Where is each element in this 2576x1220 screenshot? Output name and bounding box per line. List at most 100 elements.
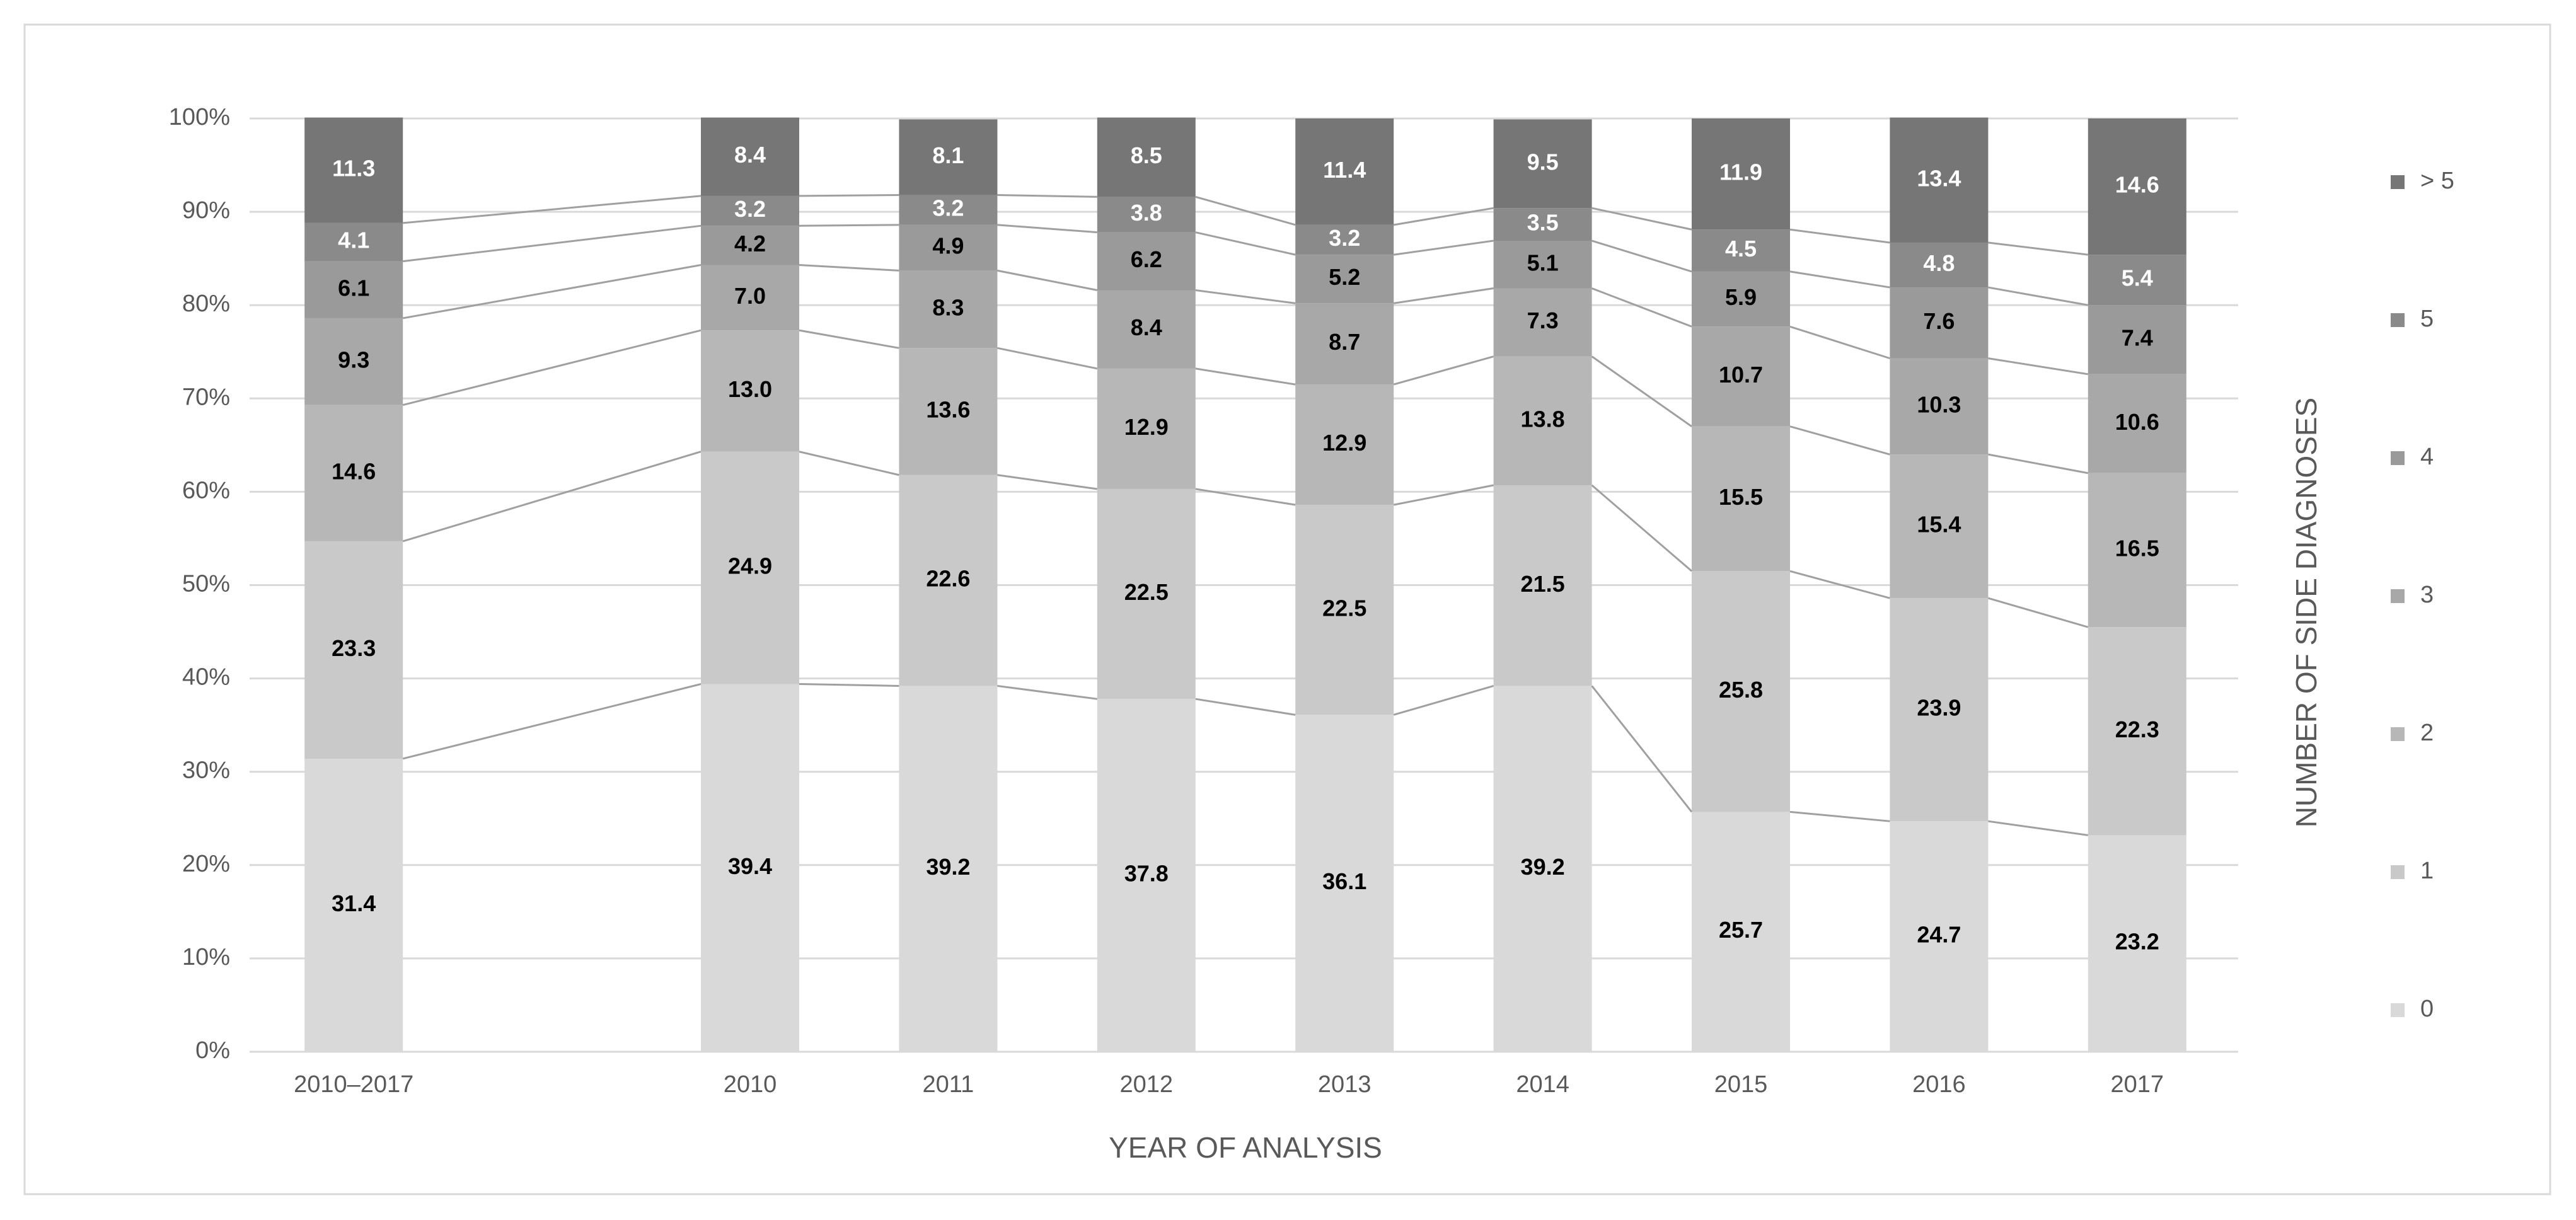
data-label: 7.4 <box>2122 325 2153 351</box>
series-line <box>1988 453 2089 475</box>
data-label: 9.3 <box>338 347 369 372</box>
bar-segment <box>701 226 799 265</box>
bar-segment <box>1692 571 1790 812</box>
data-label: 13.8 <box>1521 406 1565 432</box>
legend-label: 2 <box>2420 720 2434 746</box>
series-line <box>799 451 899 476</box>
bar-segment <box>304 117 403 223</box>
data-label: 16.5 <box>2115 535 2159 561</box>
data-label: 3.8 <box>1131 200 1162 226</box>
bar-segment <box>1493 485 1592 686</box>
legend-label: > 5 <box>2420 168 2454 194</box>
data-label: 39.4 <box>728 853 772 879</box>
bar-segment <box>701 684 799 1052</box>
x-tick-label: 2013 <box>1318 1071 1372 1098</box>
series-line <box>1393 207 1494 226</box>
y-tick-label: 80% <box>182 291 230 317</box>
y-tick-label: 60% <box>182 477 230 504</box>
bar-segment <box>899 119 998 195</box>
series-line <box>1789 325 1890 360</box>
bar-segment <box>1692 426 1790 572</box>
y-tick-label: 30% <box>182 757 230 784</box>
bar-segment <box>2088 374 2186 473</box>
series-line <box>997 684 1097 700</box>
series-line <box>997 224 1097 234</box>
series-line <box>402 329 702 406</box>
series-line <box>799 264 899 272</box>
series-line <box>1988 286 2089 306</box>
series-line <box>1591 207 1692 231</box>
bar-segment <box>1097 197 1196 233</box>
series-line <box>997 347 1098 370</box>
bar-segment <box>2088 255 2186 306</box>
series-line <box>402 683 702 760</box>
data-label: 13.4 <box>1917 165 1961 191</box>
series-line <box>1789 810 1890 822</box>
bar-segment <box>899 475 998 686</box>
data-label: 4.5 <box>1725 236 1757 262</box>
data-label: 5.4 <box>2122 265 2153 291</box>
series-line <box>1195 488 1296 506</box>
bar-segment <box>701 195 799 226</box>
bar-segment <box>1295 505 1394 715</box>
legend-swatch <box>2391 727 2405 741</box>
data-label: 24.9 <box>728 553 772 579</box>
data-label: 11.3 <box>332 156 375 181</box>
bar-segment <box>899 195 998 225</box>
x-tick-label: 2016 <box>1912 1071 1966 1098</box>
data-label: 13.6 <box>926 397 970 423</box>
y-tick-label: 40% <box>182 664 230 691</box>
legend-title: NUMBER OF SIDE DIAGNOSES <box>2290 398 2323 827</box>
bar-segment <box>701 330 799 452</box>
series-line <box>1988 241 2088 256</box>
bar-segment <box>1890 454 1989 599</box>
series-line <box>997 193 1097 198</box>
bar-segment <box>1295 384 1394 505</box>
series-line <box>1393 287 1494 304</box>
series-line <box>1393 239 1494 256</box>
bar-segment <box>899 348 998 475</box>
series-line <box>402 451 702 543</box>
x-tick-label: 2011 <box>923 1071 974 1098</box>
data-label: 7.3 <box>1527 308 1559 333</box>
data-label: 3.2 <box>932 195 964 221</box>
series-line <box>799 682 899 687</box>
bar-segment <box>1295 224 1394 255</box>
y-tick-label: 70% <box>182 384 230 410</box>
bar-segment <box>899 686 998 1052</box>
data-label: 6.2 <box>1131 246 1162 272</box>
bar-segment <box>1493 288 1592 357</box>
bar-segment <box>1493 208 1592 241</box>
data-label: 5.9 <box>1725 284 1757 310</box>
data-label: 23.9 <box>1917 695 1961 721</box>
series-line <box>1988 820 2089 836</box>
bar-segment <box>1097 290 1196 369</box>
series-line <box>1789 228 1890 244</box>
bar-segment <box>1692 326 1790 427</box>
bar-segment <box>304 541 403 759</box>
series-line <box>1393 685 1494 716</box>
data-label: 39.2 <box>1521 854 1565 880</box>
series-line <box>1789 570 1890 599</box>
legend-label: 3 <box>2420 582 2434 608</box>
data-label: 9.5 <box>1527 149 1559 175</box>
series-line <box>1988 357 2089 376</box>
legend-label: 0 <box>2420 996 2434 1022</box>
bar-segment <box>1890 287 1989 359</box>
legend-label: 1 <box>2420 858 2434 884</box>
y-tick-label: 20% <box>182 851 230 877</box>
bar-segment <box>1295 715 1394 1052</box>
bar-segment <box>2088 627 2186 836</box>
bar-segment <box>304 222 403 262</box>
data-label: 10.7 <box>1719 362 1763 388</box>
data-label: 11.4 <box>1323 157 1366 183</box>
data-label: 8.7 <box>1329 329 1360 355</box>
y-tick-label: 90% <box>182 197 230 224</box>
data-label: 12.9 <box>1322 430 1366 456</box>
y-tick-label: 50% <box>182 571 230 597</box>
data-label: 31.4 <box>332 890 376 916</box>
data-label: 15.5 <box>1719 484 1763 510</box>
bar-segment <box>701 451 799 684</box>
data-label: 24.7 <box>1917 922 1961 948</box>
